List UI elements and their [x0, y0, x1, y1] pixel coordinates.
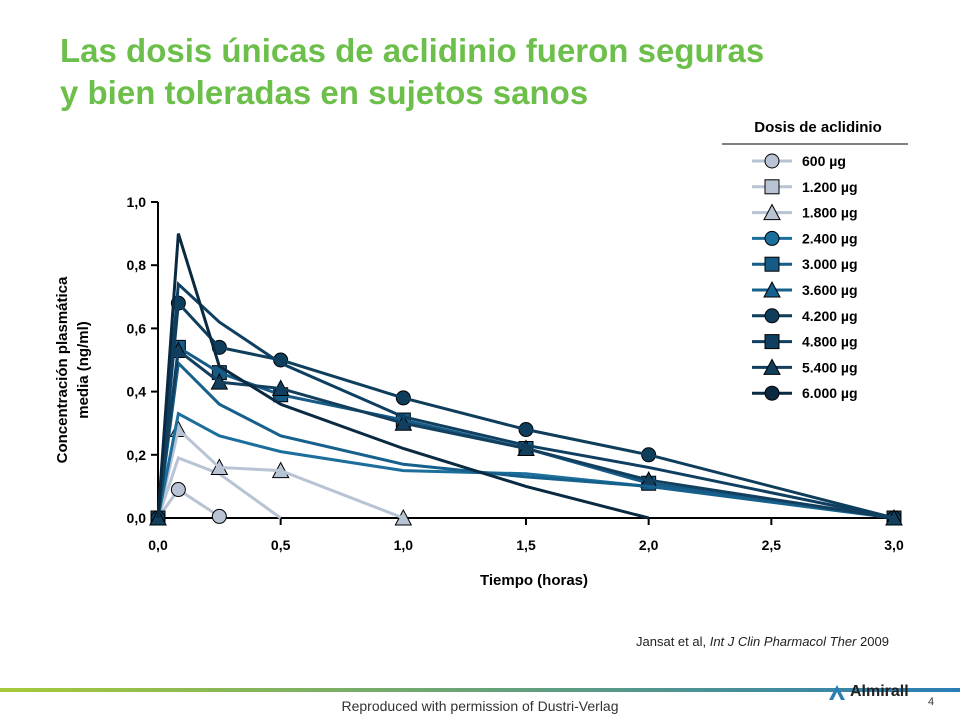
legend-marker	[764, 385, 780, 401]
logo-text: Almirall	[850, 683, 909, 700]
y-axis-label: Concentración plasmática media (ng/ml)	[54, 276, 92, 463]
series-line	[156, 426, 404, 520]
data-point	[170, 482, 186, 498]
logo-mark-icon	[829, 685, 845, 700]
legend-item: 4.200 µg	[752, 308, 858, 324]
legend-label: 4.800 µg	[802, 334, 858, 350]
y-axis-label-line-2: media (ng/ml)	[75, 321, 92, 419]
x-tick-label: 2,0	[639, 537, 659, 553]
title-line-1: Las dosis únicas de aclidinio fueron seg…	[60, 32, 765, 69]
x-axis-label: Tiempo (horas)	[480, 572, 588, 589]
series-10	[156, 233, 650, 520]
series-8	[156, 280, 895, 520]
series-line	[156, 359, 895, 520]
legend-marker	[763, 203, 781, 221]
legend-label: 600 µg	[802, 153, 846, 169]
title-line-2: y bien toleradas en sujetos sanos	[60, 74, 589, 111]
legend-item: 5.400 µg	[752, 358, 858, 375]
legend-label: 3.000 µg	[802, 256, 858, 272]
legend-marker	[764, 334, 780, 350]
chart-series	[149, 233, 903, 526]
legend-label: 1.200 µg	[802, 179, 858, 195]
legend-item: 4.800 µg	[752, 334, 858, 350]
y-axis-label-line-1: Concentración plasmática	[54, 276, 71, 463]
series-line	[156, 233, 650, 520]
series-9	[156, 347, 895, 520]
legend-item: 1.200 µg	[752, 179, 858, 195]
legend-item: 1.800 µg	[752, 203, 858, 221]
chart-axes: 0,0 0,2 0,4 0,6 0,8 1,0 0,0 0,5 1,0 1,5 2,0 2,5 3,0 T…	[54, 194, 904, 589]
x-tick-label: 1,5	[516, 537, 536, 553]
x-tick-label: 0,5	[271, 537, 291, 553]
y-tick-label: 0,4	[127, 384, 147, 400]
legend-marker	[764, 153, 780, 169]
legend-item: 3.600 µg	[752, 280, 858, 298]
legend-label: 3.600 µg	[802, 282, 858, 298]
chart-legend: Dosis de aclidinio 600 µg 1.200 µg 1.800 µg…	[722, 119, 908, 401]
y-tick-label: 0,8	[127, 257, 147, 273]
y-tick-label: 0,2	[127, 447, 147, 463]
slide-title: Las dosis únicas de aclidinio fueron seg…	[60, 30, 920, 114]
series-line	[156, 299, 895, 520]
series-line	[156, 347, 895, 520]
legend-item: 3.000 µg	[752, 256, 858, 272]
data-point	[211, 508, 227, 524]
series-7	[156, 299, 895, 520]
page-number: 4	[928, 696, 935, 708]
series-line	[156, 280, 895, 520]
legend-label: 1.800 µg	[802, 205, 858, 221]
series-6	[156, 359, 895, 520]
citation-journal: Int J Clin Pharmacol Ther	[709, 634, 857, 649]
legend-label: 2.400 µg	[802, 230, 858, 246]
legend-marker	[764, 256, 780, 272]
legend-title: Dosis de aclidinio	[754, 119, 882, 136]
legend-marker	[763, 280, 781, 298]
y-tick-label: 0,6	[127, 320, 147, 336]
citation-authors: Jansat et al,	[636, 634, 710, 649]
legend-marker	[764, 179, 780, 195]
series-line	[156, 411, 649, 519]
x-tick-label: 2,5	[762, 537, 782, 553]
footer-divider	[0, 688, 960, 692]
y-tick-label: 1,0	[127, 194, 147, 210]
legend-item: 6.000 µg	[752, 385, 858, 401]
legend-label: 4.200 µg	[802, 308, 858, 324]
legend-marker	[764, 230, 780, 246]
y-tick-label: 0,0	[127, 510, 147, 526]
legend-marker	[764, 308, 780, 324]
legend-marker	[763, 358, 781, 375]
citation: Jansat et al, Int J Clin Pharmacol Ther …	[636, 634, 889, 649]
legend-item: 600 µg	[752, 153, 846, 169]
x-tick-label: 3,0	[884, 537, 904, 553]
series-line	[156, 455, 282, 520]
legend-label: 5.400 µg	[802, 359, 858, 375]
citation-year: 2009	[856, 634, 889, 649]
series-line	[156, 344, 895, 520]
legend-item: 2.400 µg	[752, 230, 858, 246]
permission-note: Reproduced with permission of Dustri-Ver…	[341, 698, 619, 714]
x-tick-label: 1,0	[394, 537, 414, 553]
almirall-logo: Almirall	[826, 680, 922, 706]
legend-label: 6.000 µg	[802, 385, 858, 401]
x-tick-label: 0,0	[148, 537, 168, 553]
